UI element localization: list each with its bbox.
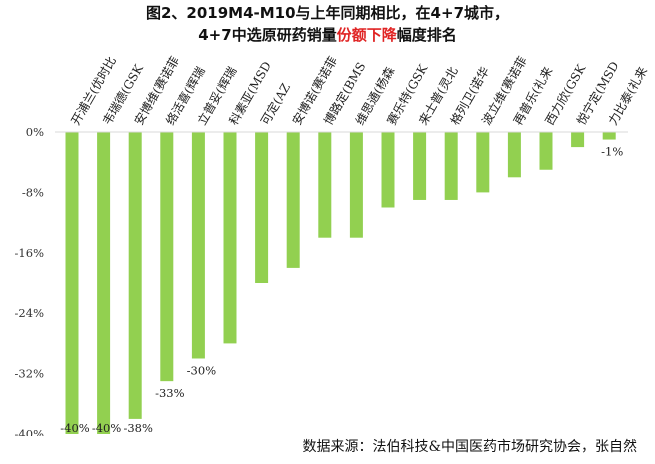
y-tick-label: -16% [15,246,45,260]
bar [444,132,458,200]
chart-title-line1: 图2、2019M4-M10与上年同期相比，在4+7城市， [145,4,510,22]
bar [128,132,142,419]
data-label: -40% [60,421,90,435]
bar [97,132,111,434]
y-tick-label: -8% [22,185,44,199]
bar [602,132,616,140]
bar [349,132,363,238]
data-source-note: 数据来源：法伯科技&中国医药市场研究协会，张自然 [302,439,637,455]
bar [571,132,585,148]
bar [160,132,174,382]
bar [476,132,490,193]
bar [381,132,395,208]
bar [223,132,237,344]
bar [413,132,427,200]
title-text-pre: 4+7中选原研药销量 [198,26,337,44]
y-tick-label: -32% [15,367,45,381]
y-tick-label: -24% [15,306,45,320]
bars [65,132,616,434]
data-label: -40% [92,421,122,435]
y-axis-tick-labels: 0% -8% -16% -24% -32% -40% [15,125,45,436]
bar [255,132,269,283]
bar [507,132,521,178]
bar-chart: 0% -8% -16% -24% -32% -40% 开浦兰(优时比韦瑞德(GSK安博维(… [15,54,651,436]
y-tick-label: 0% [26,125,44,139]
data-label: -33% [155,386,185,400]
y-tick-label: -40% [15,427,45,436]
title-highlight: 份额下降 [336,26,397,44]
bar [318,132,332,238]
data-label: -30% [187,364,217,378]
category-label: 可定(AZ [257,80,293,127]
title-text-post: 幅度排名 [396,26,457,44]
x-axis-category-labels: 开浦兰(优时比韦瑞德(GSK安博维(赛诺菲络活喜(辉瑞立普妥(辉瑞科素亚(MSD… [68,54,650,128]
bar [65,132,79,434]
data-labels: -40% -40% -38%-33%-30%-1% [60,145,623,435]
bar [286,132,300,268]
data-label: -38% [123,421,153,435]
chart-title-line2: 4+7中选原研药销量份额下降幅度排名 [0,24,655,45]
bar [191,132,205,359]
bar [539,132,553,170]
data-label: -1% [601,145,623,159]
